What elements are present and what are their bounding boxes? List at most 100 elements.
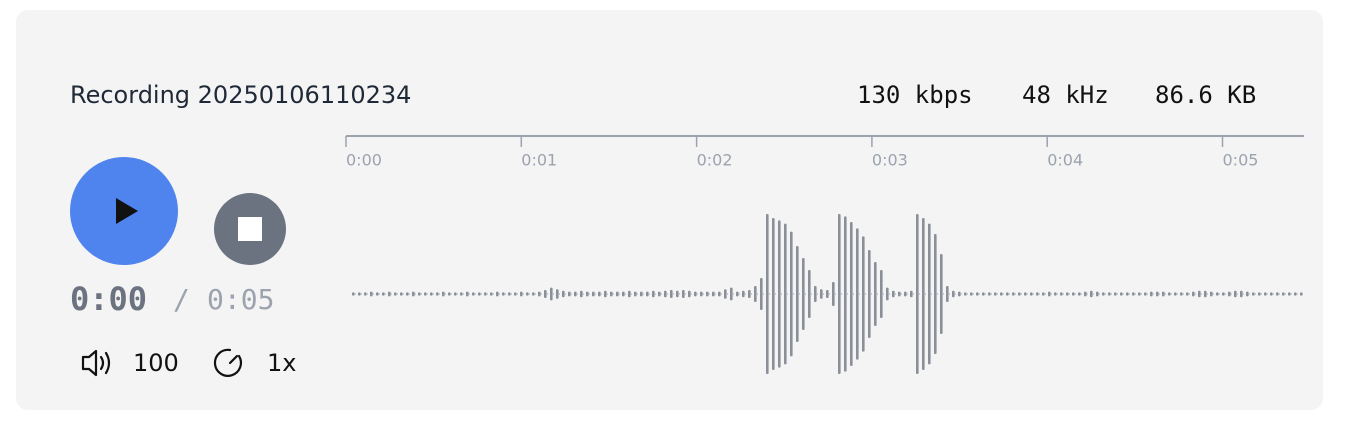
volume-control[interactable] <box>81 349 111 377</box>
waveform-bar <box>772 218 775 370</box>
volume-wave[interactable] <box>104 351 111 375</box>
stop-button[interactable] <box>214 193 286 265</box>
waveform-bar <box>724 289 727 299</box>
play-button[interactable] <box>70 157 178 265</box>
waveform-bar <box>1294 292 1297 296</box>
volume-value[interactable]: 100 <box>133 349 179 377</box>
waveform-bar <box>562 290 565 298</box>
waveform-bar <box>502 292 505 296</box>
waveform-bar <box>1084 291 1087 297</box>
waveform-bar <box>1156 291 1159 297</box>
waveform-bar <box>676 290 679 298</box>
waveform-bar <box>766 214 769 374</box>
waveform-bar <box>544 290 547 298</box>
waveform-bar <box>1198 290 1201 298</box>
waveform-bar <box>568 291 571 297</box>
play-icon[interactable] <box>116 198 138 224</box>
waveform-bar <box>802 258 805 330</box>
waveform-bar <box>376 292 379 296</box>
waveform-bar <box>1096 291 1099 297</box>
waveform-bar <box>736 291 739 297</box>
speed-icon[interactable] <box>213 348 242 377</box>
waveform-bar <box>1126 292 1129 296</box>
waveform-bar <box>1252 292 1255 296</box>
waveform-bar <box>700 291 703 297</box>
waveform-bar <box>826 290 829 298</box>
timeline-label: 0:05 <box>1223 151 1259 170</box>
waveform-bar <box>394 292 397 296</box>
waveform-bar <box>1144 292 1147 296</box>
waveform-bar <box>1090 290 1093 298</box>
waveform-bar <box>1228 291 1231 297</box>
waveform-bar <box>808 270 811 318</box>
waveform-bar <box>718 291 721 297</box>
waveform-bar <box>1180 292 1183 296</box>
waveform-bar <box>976 292 979 296</box>
waveform-bar <box>604 290 607 298</box>
waveform-bar <box>898 291 901 297</box>
file-size: 86.6 KB <box>1155 81 1256 109</box>
waveform-bar <box>1240 290 1243 298</box>
waveform-bar <box>352 292 355 296</box>
waveform-bar <box>586 291 589 297</box>
waveform-bar <box>1138 292 1141 296</box>
waveform-bar <box>1024 292 1027 296</box>
waveform-bar <box>610 291 613 297</box>
speed-control[interactable] <box>213 348 242 377</box>
bitrate: 130 kbps <box>857 81 973 109</box>
duration: 0:05 <box>207 283 274 316</box>
waveform-bar <box>832 282 835 306</box>
waveform-bar <box>988 292 991 296</box>
waveform-bar <box>1264 292 1267 296</box>
waveform-bar <box>556 289 559 299</box>
waveform-bar <box>970 292 973 296</box>
waveform-bar <box>472 292 475 296</box>
waveform-bar <box>400 292 403 296</box>
timeline-label: 0:00 <box>346 151 382 170</box>
waveform-bar <box>1204 290 1207 298</box>
waveform-bar <box>844 216 847 372</box>
waveform-bar <box>868 250 871 338</box>
waveform-bar <box>754 286 757 302</box>
waveform-bar <box>1120 292 1123 296</box>
waveform-bar <box>1234 290 1237 298</box>
timeline-label: 0:01 <box>521 151 557 170</box>
waveform-bar <box>760 278 763 310</box>
waveform-bar <box>1210 291 1213 297</box>
timeline-label: 0:04 <box>1047 151 1083 170</box>
waveform-bar <box>430 292 433 296</box>
volume-wave[interactable] <box>99 355 105 371</box>
waveform-bar <box>1288 292 1291 296</box>
waveform-bar <box>1060 292 1063 296</box>
waveform-bar <box>670 290 673 298</box>
waveform-bar <box>940 254 943 334</box>
waveform-bar <box>910 290 913 298</box>
waveform-bar <box>712 291 715 297</box>
time-separator: / <box>173 283 190 316</box>
waveform-bar <box>412 291 415 297</box>
waveform-bar <box>952 290 955 298</box>
waveform-bar <box>1036 292 1039 296</box>
waveform-bar <box>592 291 595 297</box>
waveform-bar <box>622 291 625 297</box>
waveform-bar <box>520 291 523 297</box>
waveform-bar <box>688 290 691 298</box>
stop-icon[interactable] <box>238 217 262 241</box>
waveform-bar <box>904 291 907 297</box>
volume-icon[interactable] <box>81 349 98 377</box>
waveform-bar <box>1300 292 1303 296</box>
waveform-bar <box>1258 292 1261 296</box>
waveform-bar <box>628 290 631 298</box>
speed-needle[interactable] <box>228 354 239 365</box>
waveform-bar <box>1192 291 1195 297</box>
waveform-bar <box>646 291 649 297</box>
waveform-bar <box>358 292 361 296</box>
waveform-bar <box>1186 292 1189 296</box>
speed-value[interactable]: 1x <box>267 349 296 377</box>
waveform-bar <box>514 292 517 296</box>
sample-rate: 48 kHz <box>1022 81 1109 109</box>
waveform-bar <box>598 291 601 297</box>
waveform-bar <box>1054 292 1057 296</box>
waveform-bar <box>436 292 439 296</box>
